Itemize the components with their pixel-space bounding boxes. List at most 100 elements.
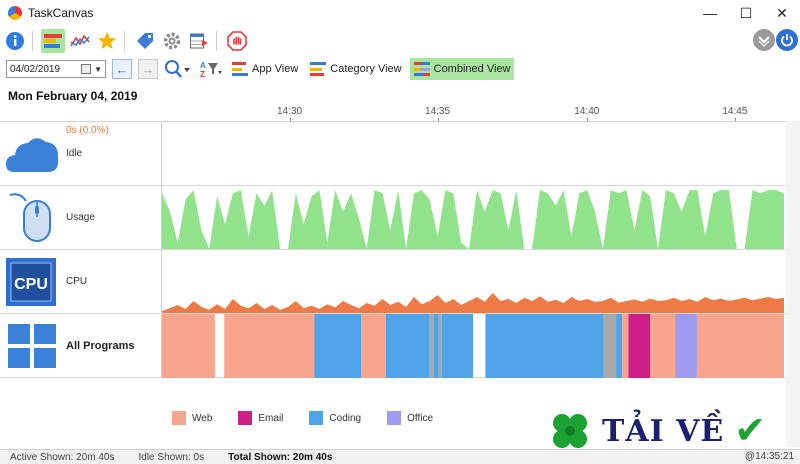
program-segment-coding[interactable] xyxy=(314,314,362,378)
main-toolbar xyxy=(0,27,800,54)
chart-view-icon xyxy=(44,33,62,48)
program-segment-web[interactable] xyxy=(224,314,315,378)
toolbar-separator xyxy=(216,30,217,51)
minimize-button[interactable]: — xyxy=(703,5,717,21)
maximize-button[interactable]: ☐ xyxy=(739,4,753,21)
category-view-button[interactable]: Category View xyxy=(306,58,405,80)
time-tick-label: 14:40 xyxy=(574,106,600,117)
cpu-graph xyxy=(162,293,784,313)
mouse-icon xyxy=(9,193,51,242)
selected-date-heading: Mon February 04, 2019 xyxy=(8,89,138,103)
all-programs-row: All Programs xyxy=(0,314,786,378)
combined-view-button[interactable]: Combined View xyxy=(409,58,515,80)
category-view-label: Category View xyxy=(330,63,402,75)
status-bar: Active Shown: 20m 40s Idle Shown: 0s Tot… xyxy=(0,449,800,464)
chart-view-button[interactable] xyxy=(41,28,65,53)
idle-track xyxy=(162,122,784,186)
program-segment-web[interactable] xyxy=(696,314,784,378)
chevron-down-icon: ▼ xyxy=(94,65,102,74)
program-segment-coding[interactable] xyxy=(441,314,473,378)
toolbar-separator xyxy=(32,30,33,51)
program-segment-office[interactable] xyxy=(675,314,697,378)
program-segment-coding[interactable] xyxy=(485,314,604,378)
program-segment-gray[interactable] xyxy=(603,314,616,378)
toolbar-separator xyxy=(124,30,125,51)
combined-view-icon xyxy=(413,62,430,76)
program-segment-gray[interactable] xyxy=(438,314,442,378)
all-programs-label: All Programs xyxy=(66,340,135,352)
program-segment-web[interactable] xyxy=(622,314,629,378)
collapse-icon xyxy=(758,36,770,47)
window-title: TaskCanvas xyxy=(28,6,94,20)
cloud-icon xyxy=(6,138,59,172)
program-segment-web[interactable] xyxy=(162,314,215,378)
favorites-button[interactable] xyxy=(95,29,119,53)
legend-label: Coding xyxy=(329,412,362,424)
usage-track xyxy=(162,186,784,250)
app-view-button[interactable]: App View xyxy=(228,58,302,80)
line-chart-button[interactable] xyxy=(68,29,92,53)
cpu-row: CPU CPU xyxy=(0,250,786,314)
gear-icon xyxy=(163,32,181,49)
idle-row: 0s (0.0%) Idle xyxy=(0,122,786,186)
program-segment-coding[interactable] xyxy=(616,314,623,378)
legend-item-office: Office xyxy=(387,411,433,425)
total-shown-status: Total Shown: 20m 40s xyxy=(228,451,333,463)
svg-text:Z: Z xyxy=(200,70,205,79)
cpu-area xyxy=(162,293,784,313)
all-programs-track xyxy=(162,314,784,378)
program-segment-email[interactable] xyxy=(628,314,651,378)
program-segment-web[interactable] xyxy=(361,314,386,378)
cpu-label: CPU xyxy=(66,276,88,287)
legend-item-email: Email xyxy=(238,411,283,425)
arrow-left-icon: ← xyxy=(115,61,129,77)
program-segment-coding[interactable] xyxy=(433,314,439,378)
clover-icon xyxy=(553,414,587,448)
export-button[interactable] xyxy=(187,29,211,53)
svg-text:CPU: CPU xyxy=(14,276,48,293)
program-segment-coding[interactable] xyxy=(385,314,430,378)
time-tick-mark xyxy=(437,118,439,122)
time-tick-mark xyxy=(289,118,291,122)
all-programs-row-label: All Programs xyxy=(0,314,162,378)
cpu-icon: CPU xyxy=(6,258,56,306)
legend-label: Web xyxy=(192,412,213,424)
idle-stat: 0s (0.0%) xyxy=(66,125,109,136)
tags-button[interactable] xyxy=(133,29,157,53)
arrow-right-icon: → xyxy=(141,61,155,77)
info-button[interactable] xyxy=(3,29,27,53)
program-segment-web[interactable] xyxy=(650,314,676,378)
app-view-label: App View xyxy=(252,63,299,75)
idle-row-label: 0s (0.0%) Idle xyxy=(0,122,162,186)
info-icon xyxy=(6,31,24,50)
cpu-track xyxy=(162,250,784,314)
power-button[interactable] xyxy=(776,29,798,51)
zoom-button[interactable] xyxy=(161,57,195,81)
vertical-scrollbar[interactable] xyxy=(786,121,800,447)
time-tick-mark xyxy=(586,118,588,122)
app-logo-icon xyxy=(8,6,22,20)
program-segment-gray[interactable] xyxy=(429,314,434,378)
collapse-button[interactable] xyxy=(753,29,775,51)
power-icon xyxy=(781,34,793,47)
previous-day-button[interactable]: ← xyxy=(112,59,132,79)
date-picker[interactable]: 04/02/2019 ▼ xyxy=(6,60,106,78)
legend-swatch xyxy=(238,411,253,425)
time-tick-label: 14:35 xyxy=(425,106,451,117)
settings-button[interactable] xyxy=(160,29,184,53)
stop-icon xyxy=(227,30,247,51)
app-view-icon xyxy=(232,62,248,76)
calendar-icon xyxy=(81,64,91,74)
legend-swatch xyxy=(309,411,324,425)
category-view-icon xyxy=(310,62,327,76)
active-shown-status: Active Shown: 20m 40s xyxy=(10,451,115,463)
zoom-icon xyxy=(165,60,190,78)
next-day-button[interactable]: → xyxy=(138,59,158,79)
stop-button[interactable] xyxy=(225,29,249,53)
watermark-logo: TẢI VỀ ✔ xyxy=(548,408,798,454)
usage-area xyxy=(162,190,784,249)
legend-item-coding: Coding xyxy=(309,411,361,425)
close-button[interactable]: ✕ xyxy=(776,4,788,21)
